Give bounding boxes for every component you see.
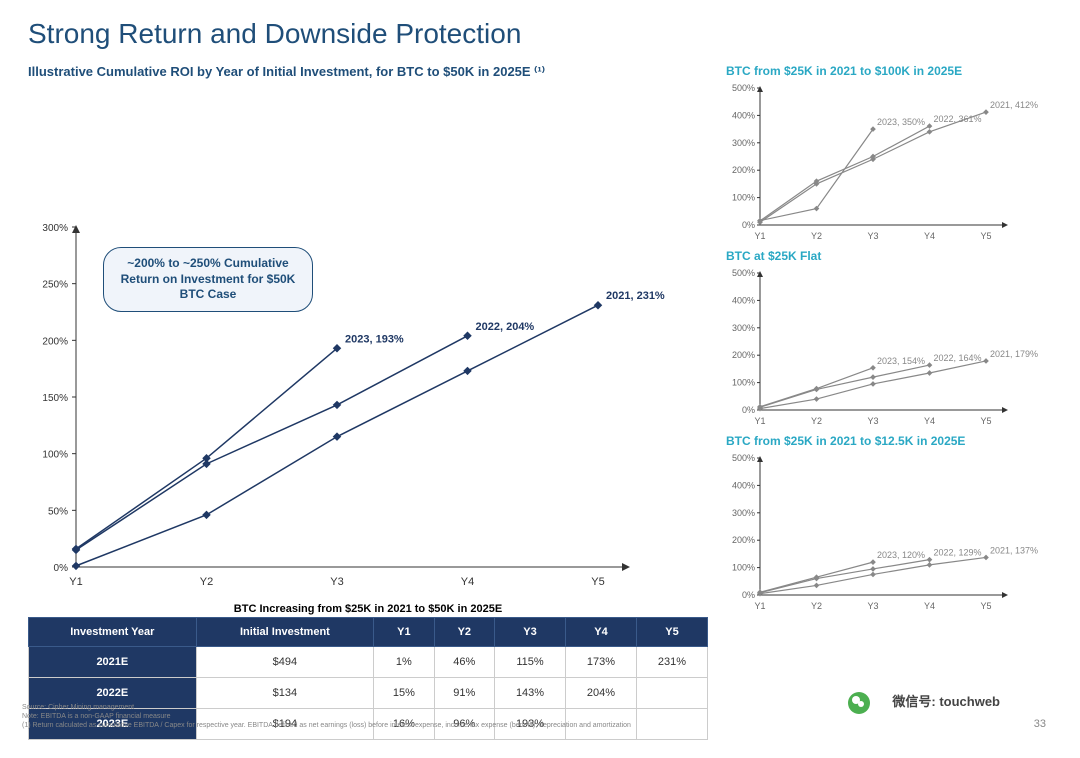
main-chart-subtitle: Illustrative Cumulative ROI by Year of I… <box>28 64 708 217</box>
table-header-cell: Investment Year <box>29 618 197 647</box>
table-cell: $494 <box>196 647 373 678</box>
table-cell: 2021E <box>29 647 197 678</box>
svg-text:2023, 193%: 2023, 193% <box>345 333 404 345</box>
svg-text:2021, 137%: 2021, 137% <box>990 545 1038 555</box>
svg-text:Y2: Y2 <box>200 576 213 588</box>
svg-text:100%: 100% <box>732 378 755 388</box>
small-chart: 0% 100% 200% 300% 400% 500% Y1 Y2 Y3 Y4 Y5 2021, 13… <box>726 450 1056 615</box>
svg-text:300%: 300% <box>732 138 755 148</box>
svg-text:100%: 100% <box>732 563 755 573</box>
svg-text:Y1: Y1 <box>754 231 765 241</box>
svg-text:Y5: Y5 <box>980 231 991 241</box>
svg-text:200%: 200% <box>732 165 755 175</box>
table-cell: 173% <box>566 647 637 678</box>
table-cell: 46% <box>434 647 494 678</box>
svg-text:2022, 361%: 2022, 361% <box>934 114 982 124</box>
table-cell <box>636 678 707 709</box>
table-title: BTC Increasing from $25K in 2021 to $50K… <box>28 603 708 615</box>
svg-text:Y2: Y2 <box>811 231 822 241</box>
svg-text:500%: 500% <box>732 453 755 463</box>
svg-text:2022, 164%: 2022, 164% <box>934 353 982 363</box>
svg-text:300%: 300% <box>732 323 755 333</box>
table-header-cell: Y1 <box>374 618 434 647</box>
svg-text:Y4: Y4 <box>924 601 935 611</box>
svg-text:2021, 412%: 2021, 412% <box>990 100 1038 110</box>
small-chart-title: BTC at $25K Flat <box>726 249 1056 263</box>
small-chart: 0% 100% 200% 300% 400% 500% Y1 Y2 Y3 Y4 Y5 2021, 17… <box>726 265 1056 430</box>
svg-text:2023, 120%: 2023, 120% <box>877 550 925 560</box>
footnote-note: Note: EBITDA is a non-GAAP financial mea… <box>22 712 631 721</box>
svg-text:300%: 300% <box>42 223 68 234</box>
table-cell: 115% <box>495 647 566 678</box>
svg-text:Y2: Y2 <box>811 601 822 611</box>
svg-text:Y5: Y5 <box>980 601 991 611</box>
svg-text:300%: 300% <box>732 508 755 518</box>
footnote-calc: (1) Return calculated as cumulative EBIT… <box>22 721 631 730</box>
svg-text:Y2: Y2 <box>811 416 822 426</box>
svg-text:2022, 204%: 2022, 204% <box>476 321 535 333</box>
small-chart-title: BTC from $25K in 2021 to $100K in 2025E <box>726 64 1056 78</box>
page-title: Strong Return and Downside Protection <box>28 18 1052 50</box>
table-cell <box>636 709 707 740</box>
svg-text:Y1: Y1 <box>754 416 765 426</box>
footnotes: Source: Cipher Mining management Note: E… <box>22 703 631 730</box>
svg-text:Y4: Y4 <box>461 576 474 588</box>
svg-text:0%: 0% <box>742 405 755 415</box>
svg-text:100%: 100% <box>42 450 68 461</box>
svg-text:Y5: Y5 <box>591 576 604 588</box>
watermark: 微信号: touchweb <box>892 691 1000 710</box>
table-header-cell: Y3 <box>495 618 566 647</box>
svg-text:Y5: Y5 <box>980 416 991 426</box>
svg-text:400%: 400% <box>732 480 755 490</box>
table-header-cell: Initial Investment <box>196 618 373 647</box>
svg-text:Y3: Y3 <box>867 416 878 426</box>
footnote-source: Source: Cipher Mining management <box>22 703 631 712</box>
svg-text:2022, 129%: 2022, 129% <box>934 548 982 558</box>
svg-text:400%: 400% <box>732 110 755 120</box>
svg-text:Y3: Y3 <box>330 576 343 588</box>
svg-text:2021, 231%: 2021, 231% <box>606 290 665 302</box>
table-header-cell: Y5 <box>636 618 707 647</box>
svg-text:0%: 0% <box>54 563 69 574</box>
svg-text:Y3: Y3 <box>867 601 878 611</box>
svg-text:Y1: Y1 <box>69 576 82 588</box>
svg-text:100%: 100% <box>732 193 755 203</box>
svg-text:Y4: Y4 <box>924 231 935 241</box>
small-chart: 0% 100% 200% 300% 400% 500% Y1 Y2 Y3 Y4 Y5 2021, 41… <box>726 80 1056 245</box>
svg-text:Y4: Y4 <box>924 416 935 426</box>
callout-box: ~200% to ~250% Cumulative Return on Inve… <box>103 247 313 312</box>
svg-text:150%: 150% <box>42 393 68 404</box>
table-cell: 1% <box>374 647 434 678</box>
svg-text:200%: 200% <box>732 535 755 545</box>
svg-text:2023, 154%: 2023, 154% <box>877 356 925 366</box>
table-header-cell: Y4 <box>566 618 637 647</box>
svg-text:400%: 400% <box>732 295 755 305</box>
svg-text:Y3: Y3 <box>867 231 878 241</box>
page-number: 33 <box>1034 718 1046 730</box>
svg-text:50%: 50% <box>48 506 68 517</box>
small-chart-title: BTC from $25K in 2021 to $12.5K in 2025E <box>726 434 1056 448</box>
svg-text:0%: 0% <box>742 220 755 230</box>
svg-text:200%: 200% <box>42 336 68 347</box>
svg-text:0%: 0% <box>742 590 755 600</box>
svg-text:500%: 500% <box>732 83 755 93</box>
wechat-icon <box>848 692 870 714</box>
svg-text:2021, 179%: 2021, 179% <box>990 349 1038 359</box>
svg-text:250%: 250% <box>42 280 68 291</box>
svg-text:2023, 350%: 2023, 350% <box>877 117 925 127</box>
svg-text:200%: 200% <box>732 350 755 360</box>
table-row: 2021E$4941%46%115%173%231% <box>29 647 708 678</box>
main-chart: ~200% to ~250% Cumulative Return on Inve… <box>28 217 708 597</box>
table-header-cell: Y2 <box>434 618 494 647</box>
table-cell: 231% <box>636 647 707 678</box>
svg-text:500%: 500% <box>732 268 755 278</box>
svg-text:Y1: Y1 <box>754 601 765 611</box>
